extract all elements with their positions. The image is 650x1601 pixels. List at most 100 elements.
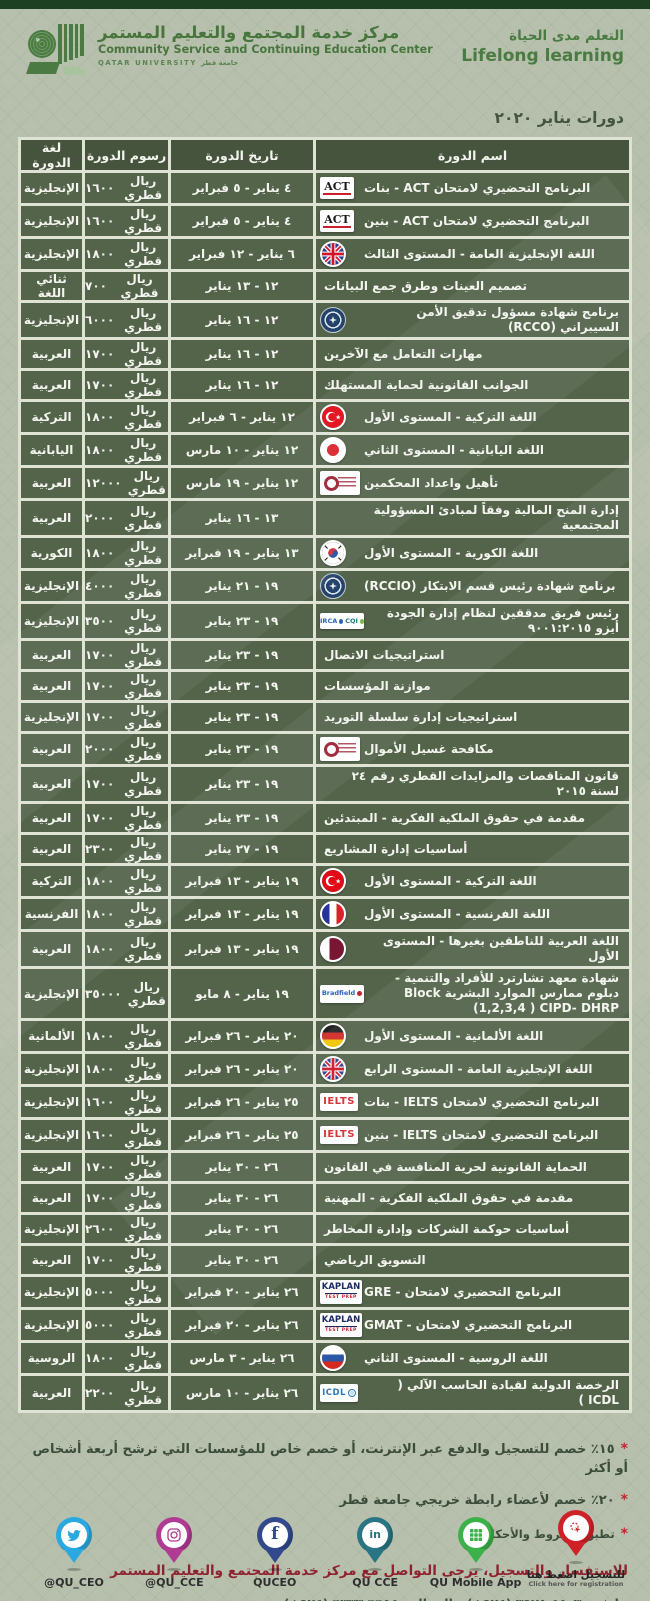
table-row: اللغة الألمانية - المستوى الأول ٢٠ يناير … (21, 1021, 629, 1051)
table-row: الرخصة الدولية لقيادة الحاسب الآلي ( ICD… (21, 1376, 629, 1410)
course-language-cell: اليابانية (21, 435, 82, 465)
twitter-handle[interactable]: @QU_CEO (44, 1575, 104, 1589)
fee-currency: ريال قطري (124, 1278, 163, 1306)
logo-dome-shape (28, 30, 56, 58)
social-twitter[interactable]: @QU_CEO (24, 1516, 124, 1589)
course-name: الجوانب القانونية لحماية المستهلك (324, 377, 529, 392)
fee-amount: ١٨٠٠ (85, 1029, 115, 1043)
course-language-cell: الإنجليزية (21, 1310, 82, 1340)
registration-label[interactable]: للتسجيل اضغط هنا Click here for registra… (527, 1569, 625, 1589)
brand-text: مركز خدمة المجتمع والتعليم المستمر Commu… (98, 22, 433, 68)
course-name-cell: اللغة الفرنسية - المستوى الأول (316, 899, 629, 929)
fee-currency: ريال قطري (124, 306, 163, 334)
course-fee-cell: ٤٠٠٠ ريال قطري (85, 571, 168, 601)
course-name-cell: موازنة المؤسسات (316, 672, 629, 700)
course-name-cell: البرنامج التحضيري لامتحان IELTS - بنين IE… (316, 1120, 629, 1150)
course-date-cell: ١٢ - ١٦ يناير (171, 371, 313, 399)
qicca-logo (320, 471, 360, 495)
course-name-cell: مقدمة في حقوق الملكية الفكرية - المهنية (316, 1184, 629, 1212)
course-name-cell: تصميم العينات وطرق جمع البيانات (316, 272, 629, 300)
social-linkedin[interactable]: in QU CCE (325, 1516, 425, 1589)
course-name-cell: اللغة الإنجليزية العامة - المستوى الرابع (316, 1054, 629, 1084)
course-date-cell: ١٩ يناير - ١٣ فبراير (171, 866, 313, 896)
course-name: اللغة الكورية - المستوى الأول (364, 545, 539, 560)
course-language-cell: الإنجليزية (21, 239, 82, 269)
registration-label-ar[interactable]: للتسجيل اضغط هنا (526, 1568, 626, 1581)
asterisk-icon: * (620, 1526, 628, 1543)
registration-link[interactable]: للتسجيل اضغط هنا Click here for registra… (526, 1509, 626, 1589)
linkedin-icon: in (362, 1521, 389, 1548)
fee-amount: ٢٠٠٠ (85, 742, 115, 756)
course-name-cell: اللغة العربية للناطقين بغيرها - المستوى … (316, 932, 629, 966)
qu-app-label[interactable]: QU Mobile App (429, 1575, 522, 1589)
asterisk-icon: * (620, 1491, 628, 1508)
qu-app-pin[interactable] (457, 1516, 495, 1567)
registration-pin[interactable] (557, 1509, 595, 1560)
course-name-cell: مكافحة غسيل الأموال (316, 734, 629, 764)
instagram-pin[interactable] (155, 1516, 193, 1567)
course-fee-cell: ١٨٠٠ ريال قطري (85, 1021, 168, 1051)
course-date-cell: ٦ يناير - ١٢ فبراير (171, 239, 313, 269)
org-name-arabic: مركز خدمة المجتمع والتعليم المستمر (98, 23, 400, 42)
table-row: مكافحة غسيل الأموال ١٩ - ٢٣ يناير ٢٠٠٠ ريال… (21, 734, 629, 764)
tagline-english: Lifelong learning (461, 46, 624, 66)
course-fee-cell: ١٦٠٠ ريال قطري (85, 1087, 168, 1117)
table-header-row: اسم الدورة تاريخ الدورة رسوم الدورة لغة … (21, 140, 629, 170)
course-fee-cell: ١٦٠٠ ريال قطري (85, 206, 168, 236)
table-row: استراتيجيات الاتصال ١٩ - ٢٣ يناير ١٧٠٠ ريال… (21, 641, 629, 669)
course-date-cell: ٤ يناير - ٥ فبراير (171, 173, 313, 203)
instagram-handle[interactable]: @QU_CCE (145, 1575, 204, 1589)
fee-currency: ريال قطري (124, 1379, 163, 1407)
table-row: البرنامج التحضيري لامتحان - GMAT KAPLAN TE… (21, 1310, 629, 1340)
fee-amount: ١٦٠٠ (85, 181, 115, 195)
facebook-pin[interactable]: f (256, 1516, 294, 1567)
course-name-cell: اللغة الكورية - المستوى الأول (316, 538, 629, 568)
qu-cce-logo-icon (26, 22, 88, 78)
fee-currency: ريال قطري (124, 770, 163, 798)
facebook-handle[interactable]: QUCEO (253, 1575, 297, 1589)
note-text: ٢٠٪ خصم لأعضاء رابطة خريجي جامعة قطر (339, 1492, 615, 1508)
course-name: شهادة معهد تشارترد للأفراد والتنمية - دب… (395, 971, 619, 1015)
course-language-cell: الإنجليزية (21, 1087, 82, 1117)
course-language-cell: العربية (21, 468, 82, 498)
course-date-cell: ١٢ - ١٦ يناير (171, 340, 313, 368)
twitter-pin[interactable] (55, 1516, 93, 1567)
course-name: البرنامج التحضيري لامتحان IELTS - بنات (364, 1094, 600, 1109)
fee-amount: ٢٠٠٠ (85, 511, 115, 525)
table-row: اللغة التركية - المستوى الأول ١٢ يناير - … (21, 402, 629, 432)
course-date-cell: ١٢ يناير - ١٠ مارس (171, 435, 313, 465)
fee-currency: ريال قطري (124, 371, 163, 399)
course-date-cell: ١٩ يناير - ١٣ فبراير (171, 899, 313, 929)
course-name-cell: قانون المناقصات والمزايدات القطري رقم ٢٤… (316, 767, 629, 801)
fee-currency: ريال قطري (124, 436, 163, 464)
course-language-cell: الإنجليزية (21, 969, 82, 1018)
social-qu-mobile-app[interactable]: QU Mobile App (426, 1516, 526, 1589)
course-date-cell: ٢٦ يناير - ٣ مارس (171, 1343, 313, 1373)
linkedin-handle[interactable]: QU CCE (352, 1575, 399, 1589)
fee-currency: ريال قطري (124, 607, 163, 635)
linkedin-pin[interactable]: in (356, 1516, 394, 1567)
asterisk-icon: * (620, 1441, 628, 1457)
fee-amount: ١٧٠٠ (85, 679, 115, 693)
table-row: إدارة المنح المالية وفقاً لمبادئ المسؤول… (21, 501, 629, 535)
registration-label-en[interactable]: Click here for registration (528, 1580, 624, 1589)
fee-currency: ريال قطري (124, 1311, 163, 1339)
course-date-cell: ١٩ - ٢٣ يناير (171, 641, 313, 669)
fee-amount: ١٧٠٠ (85, 648, 115, 662)
course-language-cell: العربية (21, 835, 82, 863)
social-instagram[interactable]: @QU_CCE (124, 1516, 224, 1589)
course-fee-cell: ١٦٠٠ ريال قطري (85, 1120, 168, 1150)
social-facebook[interactable]: f QUCEO (225, 1516, 325, 1589)
course-date-cell: ١٢ يناير - ١٩ مارس (171, 468, 313, 498)
course-date-cell: ٢٥ يناير - ٢٦ فبراير (171, 1120, 313, 1150)
course-fee-cell: ١٨٠٠ ريال قطري (85, 239, 168, 269)
course-name-cell: البرنامج التحضيري لامتحان - GMAT KAPLAN TE… (316, 1310, 629, 1340)
fee-amount: ٢٢٠٠ (85, 1386, 115, 1400)
column-header-course-fee: رسوم الدورة (85, 140, 168, 170)
uk-flag-icon (320, 241, 346, 267)
qatar-flag-icon (320, 936, 346, 962)
fee-currency: ريال قطري (124, 1344, 163, 1372)
table-row: مقدمة في حقوق الملكية الفكرية - المهنية ٢… (21, 1184, 629, 1212)
fee-currency: ريال قطري (124, 867, 163, 895)
course-name: مقدمة في حقوق الملكية الفكرية - المبتدئي… (324, 810, 586, 825)
